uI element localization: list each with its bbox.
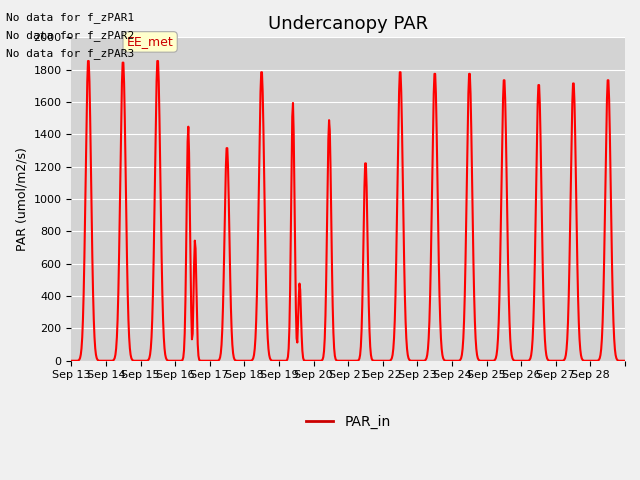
Legend: PAR_in: PAR_in	[300, 410, 396, 435]
Text: No data for f_zPAR1: No data for f_zPAR1	[6, 12, 134, 23]
Title: Undercanopy PAR: Undercanopy PAR	[268, 15, 428, 33]
Text: No data for f_zPAR3: No data for f_zPAR3	[6, 48, 134, 60]
Text: No data for f_zPAR2: No data for f_zPAR2	[6, 30, 134, 41]
Text: EE_met: EE_met	[127, 36, 173, 48]
Y-axis label: PAR (umol/m2/s): PAR (umol/m2/s)	[15, 147, 28, 251]
